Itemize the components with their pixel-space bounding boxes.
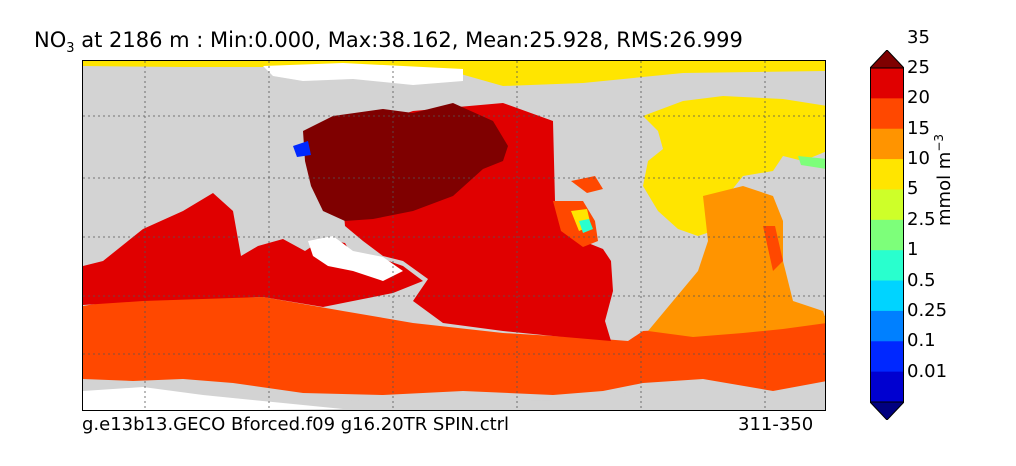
colorbar-extend-max bbox=[870, 50, 904, 69]
title-stats: at 2186 m : Min:0.000, Max:38.162, Mean:… bbox=[74, 28, 743, 52]
colorbar-segment bbox=[870, 128, 904, 160]
colorbar-tick-label: 10 bbox=[907, 148, 930, 170]
east-pacific-green bbox=[579, 219, 593, 233]
missing-data-antarctic bbox=[83, 387, 343, 410]
years-label: 311-350 bbox=[738, 414, 814, 435]
colorbar-tick-label: 25 bbox=[907, 57, 930, 78]
missing-data-arctic bbox=[263, 63, 463, 85]
colorbar-tick-label: 35 bbox=[907, 26, 930, 48]
colorbar-units: mmol m−3 bbox=[932, 134, 955, 226]
colorbar-tick-label: 0.25 bbox=[907, 299, 948, 321]
chart-title: NO3 at 2186 m : Min:0.000, Max:38.162, M… bbox=[34, 28, 743, 56]
title-subscript: 3 bbox=[66, 41, 75, 57]
colorbar-segment bbox=[870, 371, 904, 403]
caribbean-region bbox=[571, 176, 603, 193]
colorbar-segment bbox=[870, 280, 904, 312]
arctic-region bbox=[83, 61, 825, 86]
colorbar-segment bbox=[870, 189, 904, 221]
colorbar-tick-label: 20 bbox=[907, 87, 930, 109]
colorbar-segment bbox=[870, 341, 904, 373]
units-label: mmol m bbox=[934, 151, 955, 226]
colorbar-segment bbox=[870, 98, 904, 130]
colorbar-tick-label: 15 bbox=[907, 117, 930, 139]
colorbar-tick-label: 1 bbox=[907, 239, 919, 261]
title-variable: NO bbox=[34, 28, 67, 52]
north-atlantic-region bbox=[643, 96, 825, 236]
colorbar-segment bbox=[870, 159, 904, 190]
colorbar-segment bbox=[870, 310, 904, 342]
colorbar bbox=[870, 50, 904, 420]
southern-ocean-region bbox=[83, 297, 825, 395]
colorbar-frame bbox=[870, 67, 904, 403]
colorbar-segment bbox=[870, 68, 904, 99]
colorbar-segment bbox=[870, 250, 904, 282]
missing-data-maritime bbox=[308, 236, 403, 281]
north-pacific-max-region bbox=[303, 103, 508, 221]
colorbar-tick-label: 0.01 bbox=[907, 360, 948, 382]
case-label: g.e13b13.GECO Bforced.f09 g16.20TR SPIN.… bbox=[82, 414, 510, 435]
units-exponent: −3 bbox=[932, 133, 946, 152]
colorbar-segment bbox=[870, 219, 904, 251]
south-atlantic-region bbox=[648, 186, 825, 337]
colorbar-tick-label: 5 bbox=[907, 178, 919, 200]
map-panel bbox=[82, 60, 826, 411]
indian-ocean-region bbox=[83, 193, 423, 307]
japan-sea-blue bbox=[293, 141, 311, 157]
colorbar-extend-min bbox=[870, 401, 904, 420]
world-map bbox=[83, 61, 825, 410]
map-grid bbox=[83, 61, 825, 410]
colorbar-tick-label: 0.1 bbox=[907, 330, 936, 352]
colorbar-tick-label: 0.5 bbox=[907, 269, 936, 291]
med-green bbox=[798, 156, 825, 169]
colorbar-tick-label: 2.5 bbox=[907, 208, 936, 230]
